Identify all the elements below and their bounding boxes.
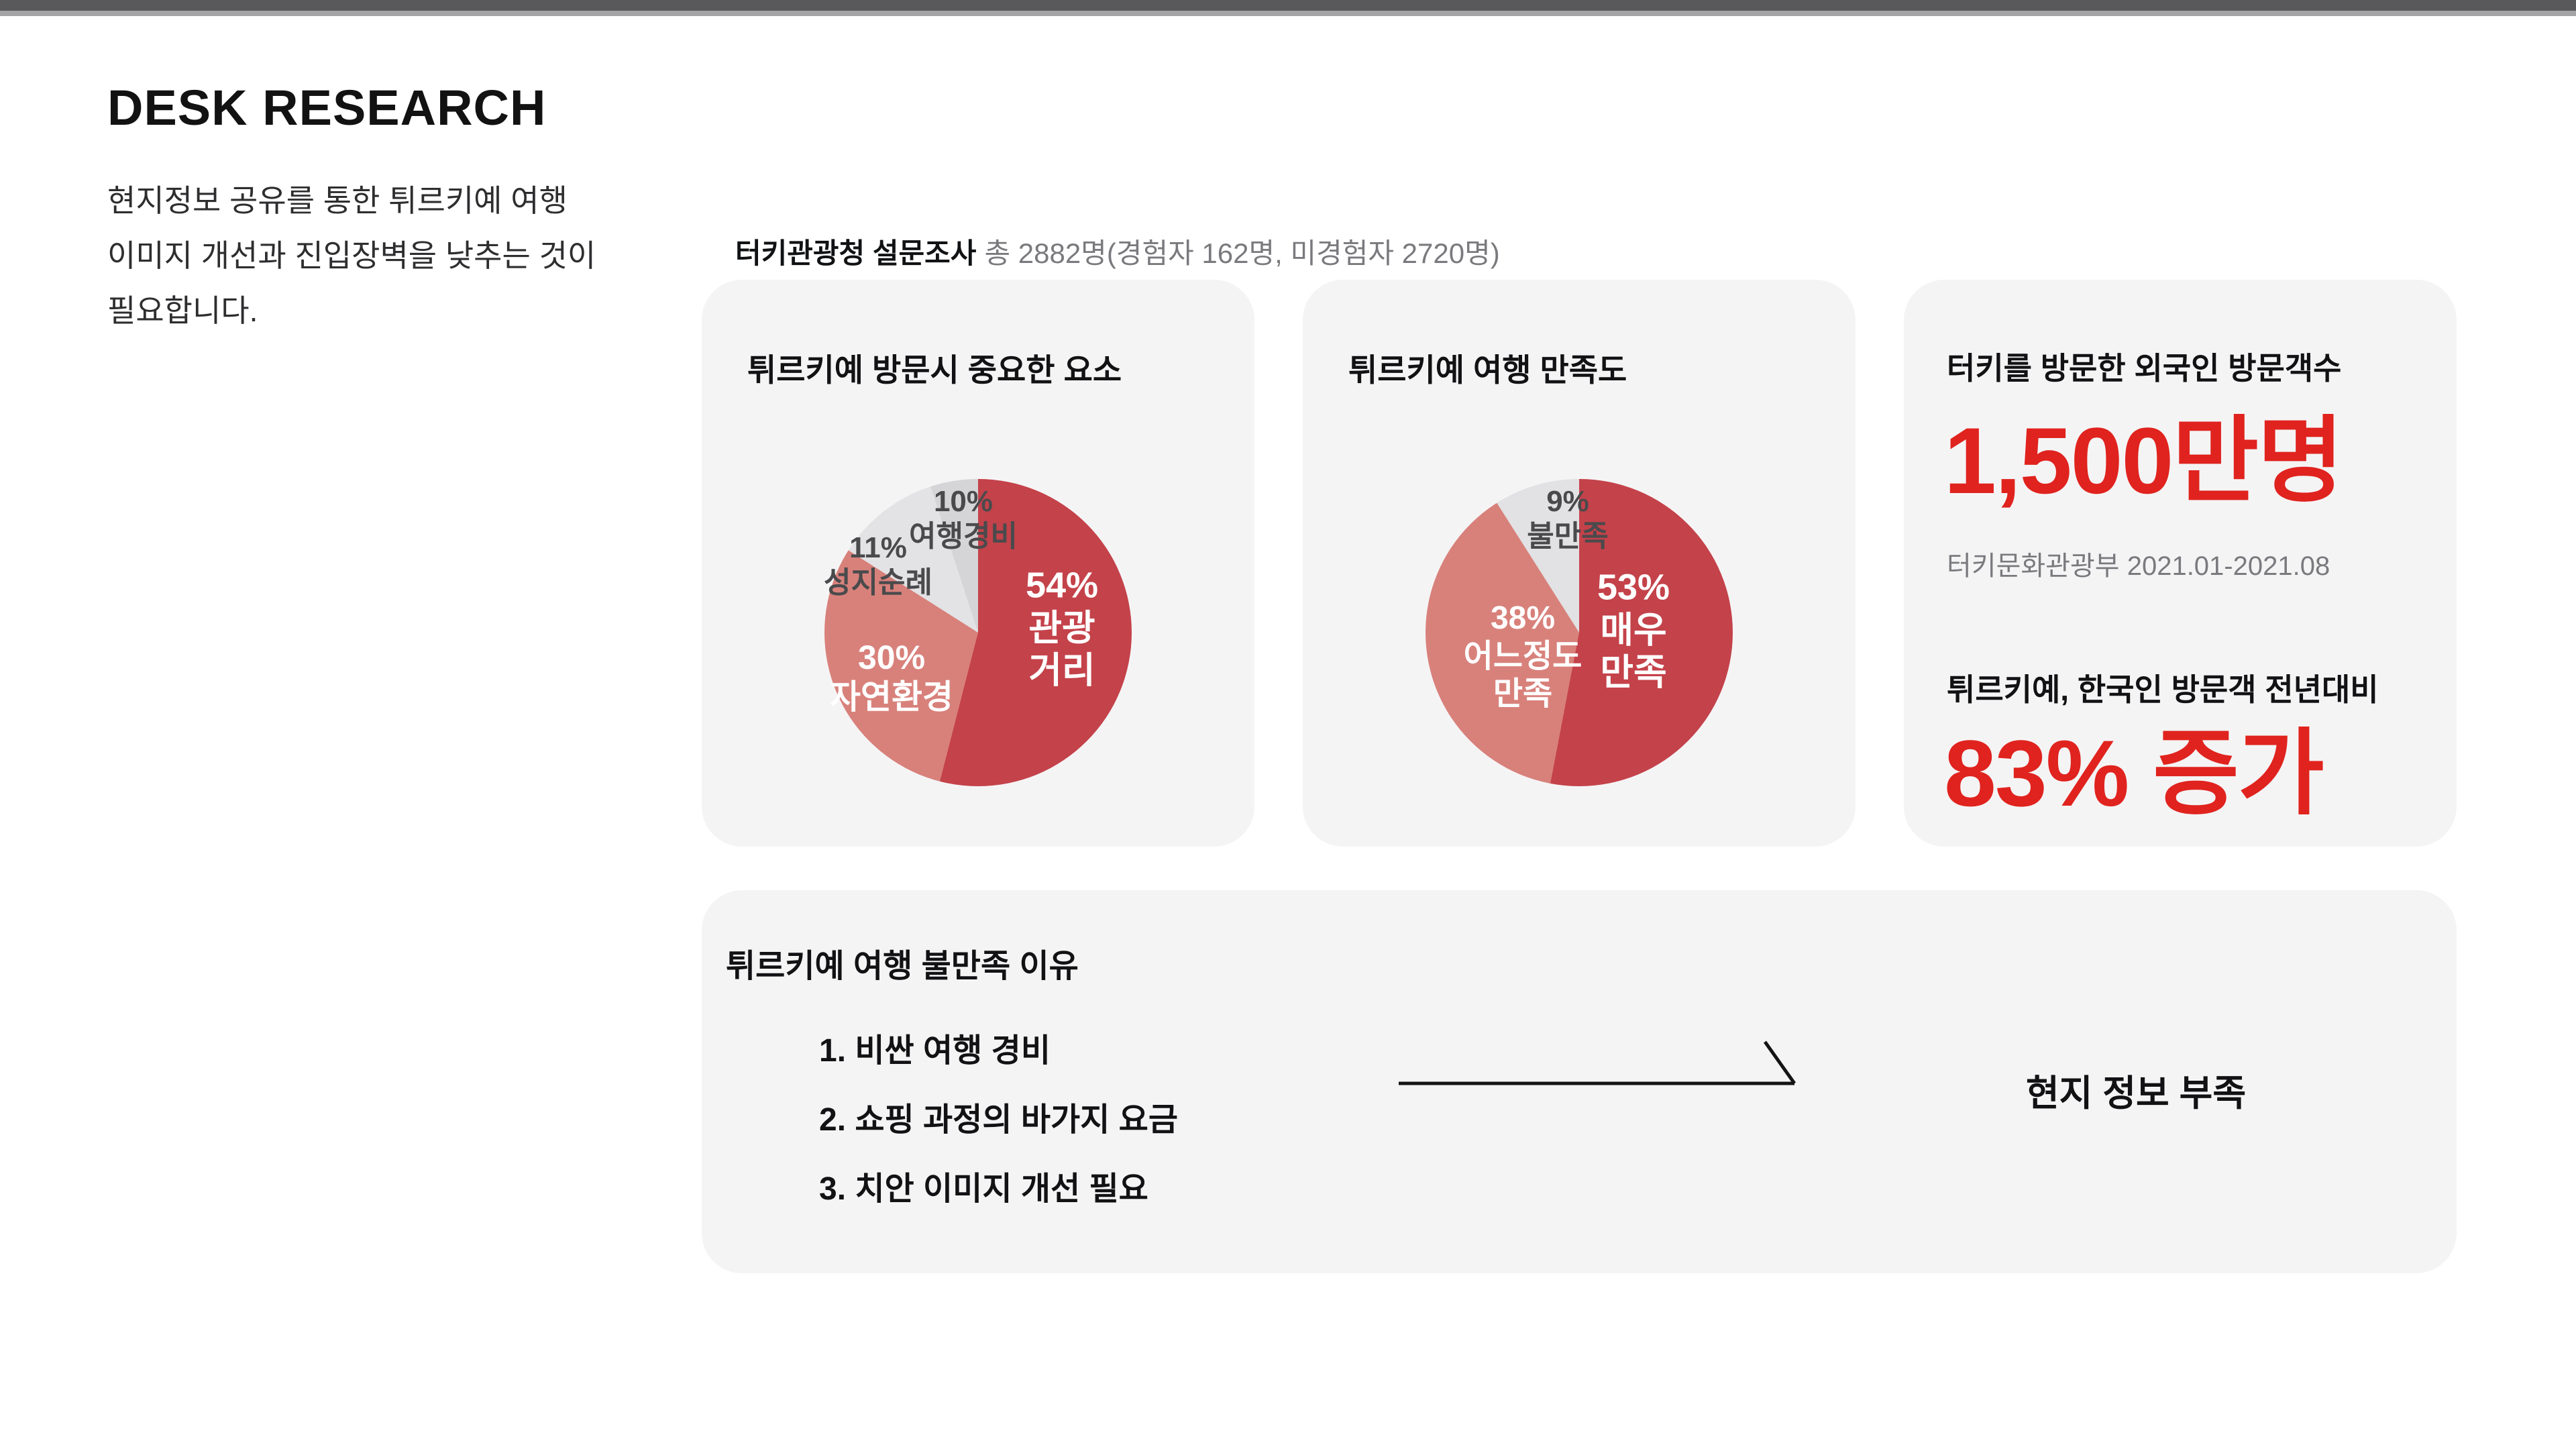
pie-slice-label-factors-4: 10% 여행경비	[909, 485, 1018, 553]
card-satisfaction-title: 튀르키예 여행 만족도	[1348, 352, 1627, 388]
card-reasons: 튀르키예 여행 불만족 이유 1. 비싼 여행 경비 2. 쇼핑 과정의 바가지…	[702, 890, 2457, 1273]
survey-note: 터키관광청 설문조사 총 2882명(경험자 162명, 미경험자 2720명)	[735, 231, 1500, 272]
visitors-source: 터키문화관광부 2021.01-2021.08	[1947, 551, 2330, 581]
reasons-title: 튀르키예 여행 불만족 이유	[726, 949, 1079, 984]
pie-slice-label-satisfaction-1: 53% 매우만족	[1597, 567, 1670, 693]
top-bar-light-strip	[0, 11, 2576, 16]
reasons-list: 1. 비싼 여행 경비 2. 쇼핑 과정의 바가지 요금 3. 치안 이미지 개…	[819, 1032, 1178, 1240]
reasons-conclusion: 현지 정보 부족	[2025, 1073, 2247, 1114]
visitors-growth: 83% 증가	[1944, 720, 2324, 826]
top-bar-dark-strip	[0, 0, 2576, 11]
pie-slice-label-satisfaction-2: 38% 어느정도 만족	[1463, 600, 1582, 712]
pie-slice-label-factors-3: 11% 성지순례	[824, 531, 932, 599]
pie-slice-label-factors-1: 54% 관광거리	[1025, 565, 1099, 691]
page-title: DESK RESEARCH	[107, 80, 547, 136]
pie-chart-satisfaction: 53% 매우만족 38% 어느정도 만족 9% 불만족	[1426, 479, 1733, 786]
reason-item: 2. 쇼핑 과정의 바가지 요금	[819, 1102, 1178, 1138]
intro-paragraph: 현지정보 공유를 통한 튀르키예 여행 이미지 개선과 진입장벽을 낮추는 것이…	[107, 183, 596, 328]
card-satisfaction: 튀르키예 여행 만족도 53% 매우만족 38% 어느정도 만족 9% 불만족	[1303, 280, 1856, 847]
card-factors: 튀르키예 방문시 중요한 요소 54% 관광거리 30% 자연환경 11% 성지…	[702, 280, 1254, 847]
visitors-title: 터키를 방문한 외국인 방문객수	[1947, 351, 2342, 386]
top-bar	[0, 0, 2576, 16]
card-visitors: 터키를 방문한 외국인 방문객수 1,500만명 터키문화관광부 2021.01…	[1904, 280, 2457, 847]
survey-note-title: 터키관광청 설문조사	[735, 237, 977, 269]
pie-chart-factors: 54% 관광거리 30% 자연환경 11% 성지순례 10% 여행경비	[824, 479, 1132, 786]
visitors-subtitle: 튀르키예, 한국인 방문객 전년대비	[1947, 672, 2379, 707]
reason-item: 3. 치안 이미지 개선 필요	[819, 1171, 1148, 1207]
reason-item: 1. 비싼 여행 경비	[819, 1033, 1051, 1069]
pie-slice-label-satisfaction-3: 9% 불만족	[1527, 485, 1609, 553]
right-arrow-icon	[1399, 1040, 1796, 1085]
survey-note-detail: 총 2882명(경험자 162명, 미경험자 2720명)	[984, 237, 1500, 269]
card-factors-title: 튀르키예 방문시 중요한 요소	[747, 352, 1122, 388]
visitors-count: 1,500만명	[1944, 408, 2344, 513]
pie-slice-label-factors-2: 30% 자연환경	[830, 639, 953, 716]
